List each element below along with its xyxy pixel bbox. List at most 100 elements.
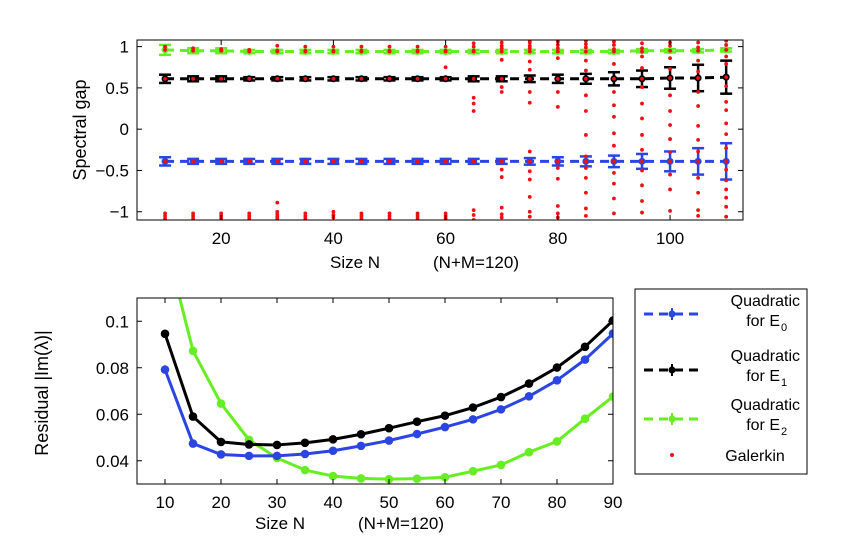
top-series-line xyxy=(165,48,727,54)
legend-item: Galerkin xyxy=(670,448,785,465)
residual-point xyxy=(440,422,450,432)
galerkin-point xyxy=(555,166,560,170)
residual-point xyxy=(468,466,478,476)
galerkin-point xyxy=(724,178,729,183)
galerkin-point xyxy=(499,46,504,51)
legend-subscript: 0 xyxy=(781,322,787,334)
galerkin-point xyxy=(163,76,167,81)
galerkin-point xyxy=(275,159,280,164)
galerkin-point xyxy=(696,175,701,180)
galerkin-point xyxy=(583,109,588,113)
galerkin-point xyxy=(359,76,364,81)
galerkin-point xyxy=(499,76,504,81)
residual-point xyxy=(160,329,170,339)
galerkin-point xyxy=(555,49,560,54)
galerkin-point xyxy=(696,213,701,218)
galerkin-point xyxy=(668,123,672,127)
top-x-axis-note: (N+M=120) xyxy=(433,253,519,272)
residual-point xyxy=(608,316,613,325)
galerkin-point xyxy=(640,159,644,164)
galerkin-point xyxy=(247,216,252,220)
galerkin-point xyxy=(415,216,420,220)
residual-point xyxy=(356,429,366,439)
top-x-axis-title: Size N xyxy=(330,253,380,272)
residual-point xyxy=(524,447,534,457)
galerkin-point xyxy=(583,133,588,137)
galerkin-point xyxy=(527,100,532,105)
galerkin-point xyxy=(583,175,588,180)
top-y-axis: −1 −0.5 0 0.5 1 xyxy=(95,38,743,222)
galerkin-point xyxy=(724,40,729,43)
legend-label: Galerkin xyxy=(725,448,785,465)
galerkin-point xyxy=(640,49,644,54)
galerkin-point xyxy=(668,137,672,141)
galerkin-point xyxy=(527,214,532,219)
galerkin-point xyxy=(583,40,588,43)
galerkin-point xyxy=(499,90,504,94)
legend-box xyxy=(634,288,808,475)
galerkin-point xyxy=(724,43,729,47)
galerkin-point xyxy=(640,66,644,70)
residual-point xyxy=(552,437,562,446)
galerkin-point xyxy=(527,169,532,174)
galerkin-point xyxy=(387,49,392,54)
galerkin-point xyxy=(640,210,644,215)
galerkin-point xyxy=(499,40,504,45)
residual-point xyxy=(161,236,170,245)
residual-point xyxy=(496,405,506,414)
galerkin-point xyxy=(443,49,448,54)
galerkin-point xyxy=(724,146,729,151)
bottom-y-tick-label: 0.08 xyxy=(96,359,129,378)
galerkin-point xyxy=(696,76,701,80)
bottom-x-tick-label: 90 xyxy=(604,493,623,512)
legend-label: Quadratic xyxy=(731,293,800,310)
galerkin-point xyxy=(640,199,644,203)
residual-point xyxy=(580,342,590,352)
galerkin-point xyxy=(612,159,616,164)
bottom-x-tick-label: 10 xyxy=(156,493,175,512)
residual-point xyxy=(328,435,338,444)
residual-point xyxy=(412,474,422,483)
galerkin-point xyxy=(359,159,364,164)
galerkin-point xyxy=(471,109,476,113)
bottom-x-axis-title: Size N xyxy=(255,514,305,533)
residual-point xyxy=(524,379,534,388)
top-x-axis: 20 40 60 80 100 xyxy=(212,40,684,248)
galerkin-point xyxy=(612,181,616,186)
galerkin-point xyxy=(247,49,252,54)
galerkin-point xyxy=(612,49,616,54)
top-x-tick-label: 60 xyxy=(436,229,455,248)
galerkin-point xyxy=(724,132,729,137)
galerkin-point xyxy=(527,90,532,94)
galerkin-point xyxy=(387,44,392,49)
galerkin-point xyxy=(527,46,532,51)
galerkin-point xyxy=(387,76,392,81)
residual-point xyxy=(160,365,170,374)
galerkin-point xyxy=(471,41,476,46)
galerkin-point xyxy=(612,143,616,148)
galerkin-point xyxy=(640,116,644,121)
residual-point xyxy=(580,355,590,364)
residual-point xyxy=(188,439,198,448)
galerkin-point xyxy=(668,43,672,48)
top-x-tick-label: 80 xyxy=(548,229,567,248)
galerkin-point xyxy=(443,159,448,164)
galerkin-point xyxy=(696,149,701,154)
galerkin-point xyxy=(191,48,196,53)
galerkin-point xyxy=(219,159,224,164)
galerkin-point xyxy=(275,76,280,81)
galerkin-point xyxy=(499,167,504,172)
residual-point xyxy=(440,411,450,420)
galerkin-point xyxy=(555,76,560,81)
top-data-layer xyxy=(159,40,733,220)
galerkin-point xyxy=(527,67,532,72)
top-plot-area xyxy=(137,40,743,220)
galerkin-point xyxy=(612,131,616,136)
galerkin-point xyxy=(499,212,504,217)
galerkin-point xyxy=(191,216,196,220)
residual-point xyxy=(440,472,450,482)
galerkin-point xyxy=(668,159,672,164)
galerkin-point xyxy=(583,206,588,211)
galerkin-point xyxy=(668,56,672,61)
